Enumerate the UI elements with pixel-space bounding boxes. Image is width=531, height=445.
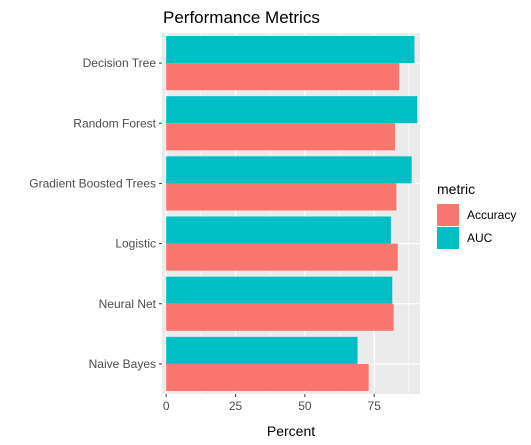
bar-auc-2 <box>166 156 412 184</box>
x-tick-label-3: 75 <box>368 399 382 413</box>
bar-accuracy-0 <box>166 63 400 91</box>
x-tick-label-2: 50 <box>298 399 312 413</box>
legend-label-auc: AUC <box>467 231 493 245</box>
bar-auc-5 <box>166 336 358 364</box>
legend-title: metric <box>437 181 475 197</box>
legend-label-accuracy: Accuracy <box>467 208 516 222</box>
legend-key-accuracy <box>437 204 459 226</box>
y-tick-label-0: Decision Tree <box>83 56 157 70</box>
bar-accuracy-3 <box>166 243 398 271</box>
x-tick-label-0: 0 <box>163 399 170 413</box>
bar-auc-1 <box>166 96 418 124</box>
bars <box>166 36 418 391</box>
legend-key-auc <box>437 227 459 249</box>
x-tick-label-1: 25 <box>229 399 243 413</box>
x-axis: 0 25 50 75 <box>163 394 381 413</box>
x-axis-title: Percent <box>267 423 315 439</box>
bar-auc-3 <box>166 216 391 244</box>
bar-accuracy-4 <box>166 303 394 331</box>
y-tick-label-3: Logistic <box>115 237 156 251</box>
y-tick-label-5: Naive Bayes <box>89 357 156 371</box>
bar-auc-0 <box>166 36 415 64</box>
plot-panel <box>162 33 420 394</box>
y-tick-label-1: Random Forest <box>73 116 156 130</box>
bar-accuracy-2 <box>166 183 397 211</box>
legend: metric Accuracy AUC <box>437 181 516 249</box>
chart-title: Performance Metrics <box>163 8 320 27</box>
y-axis: Decision Tree Random Forest Gradient Boost… <box>29 56 162 371</box>
bar-accuracy-5 <box>166 363 369 391</box>
y-tick-label-4: Neural Net <box>99 297 157 311</box>
grid-minor <box>200 33 410 394</box>
bar-auc-4 <box>166 276 393 304</box>
y-tick-label-2: Gradient Boosted Trees <box>29 176 156 190</box>
bar-accuracy-1 <box>166 123 396 151</box>
